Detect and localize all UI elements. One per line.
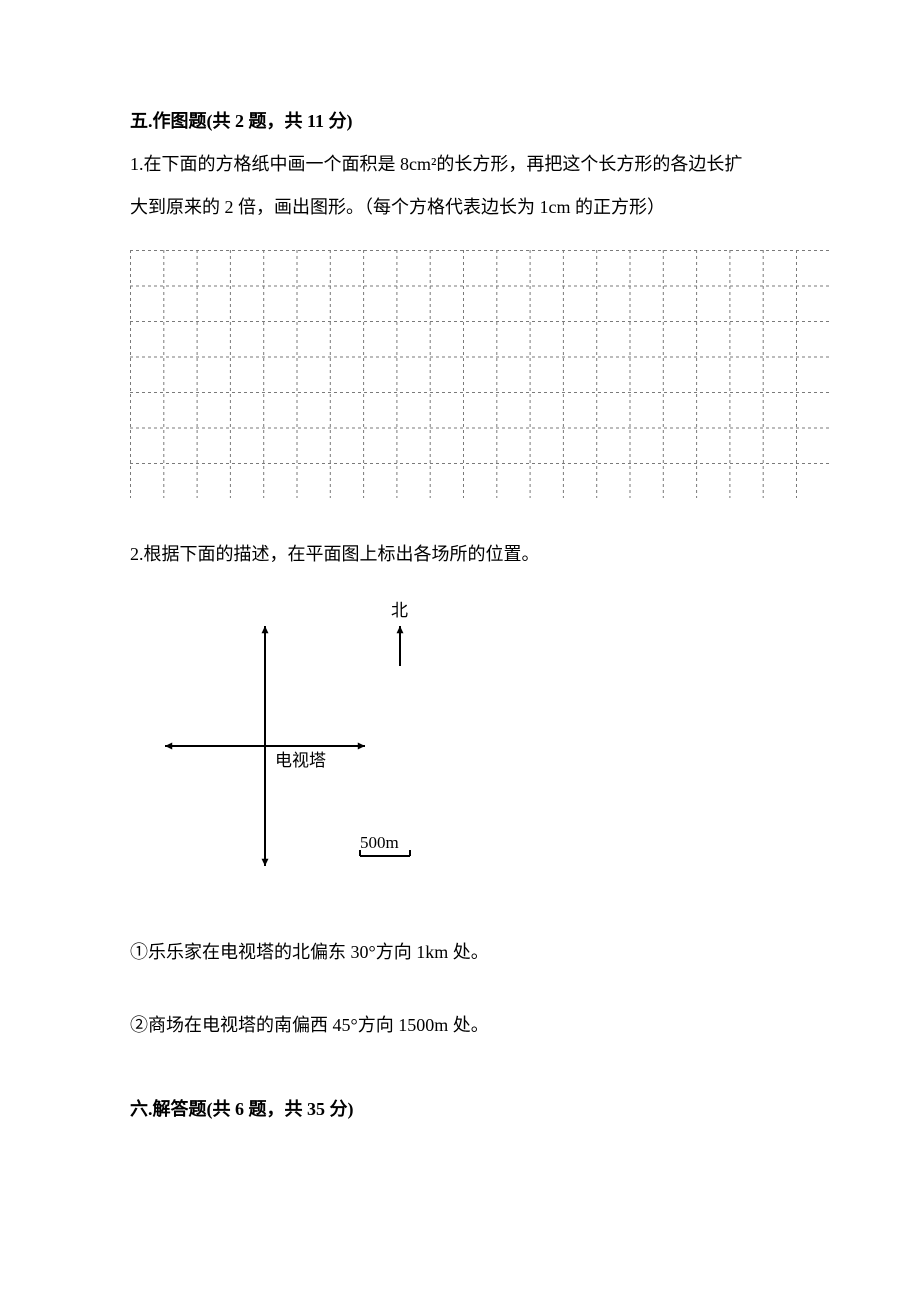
q2-prompt: 2.根据下面的描述，在平面图上标出各场所的位置。 [130,533,790,576]
svg-text:电视塔: 电视塔 [275,751,326,770]
cross-figure: 电视塔 北 500m [140,596,790,901]
svg-text:北: 北 [391,601,408,620]
svg-text:500m: 500m [360,833,399,852]
q1-line2: 大到原来的 2 倍，画出图形。（每个方格代表边长为 1cm 的正方形） [130,186,790,229]
q1-line1: 1.在下面的方格纸中画一个面积是 8cm²的长方形，再把这个长方形的各边长扩 [130,143,790,186]
q2-sub1: ①乐乐家在电视塔的北偏东 30°方向 1km 处。 [130,931,790,974]
grid-figure [130,250,790,504]
page: 五.作图题(共 2 题，共 11 分) 1.在下面的方格纸中画一个面积是 8cm… [0,0,920,1191]
section5-header: 五.作图题(共 2 题，共 11 分) [130,100,790,143]
q2-sub2: ②商场在电视塔的南偏西 45°方向 1500m 处。 [130,1004,790,1047]
cross-svg: 电视塔 北 500m [140,596,460,896]
grid-svg [130,250,829,499]
section6-header: 六.解答题(共 6 题，共 35 分) [130,1088,790,1131]
